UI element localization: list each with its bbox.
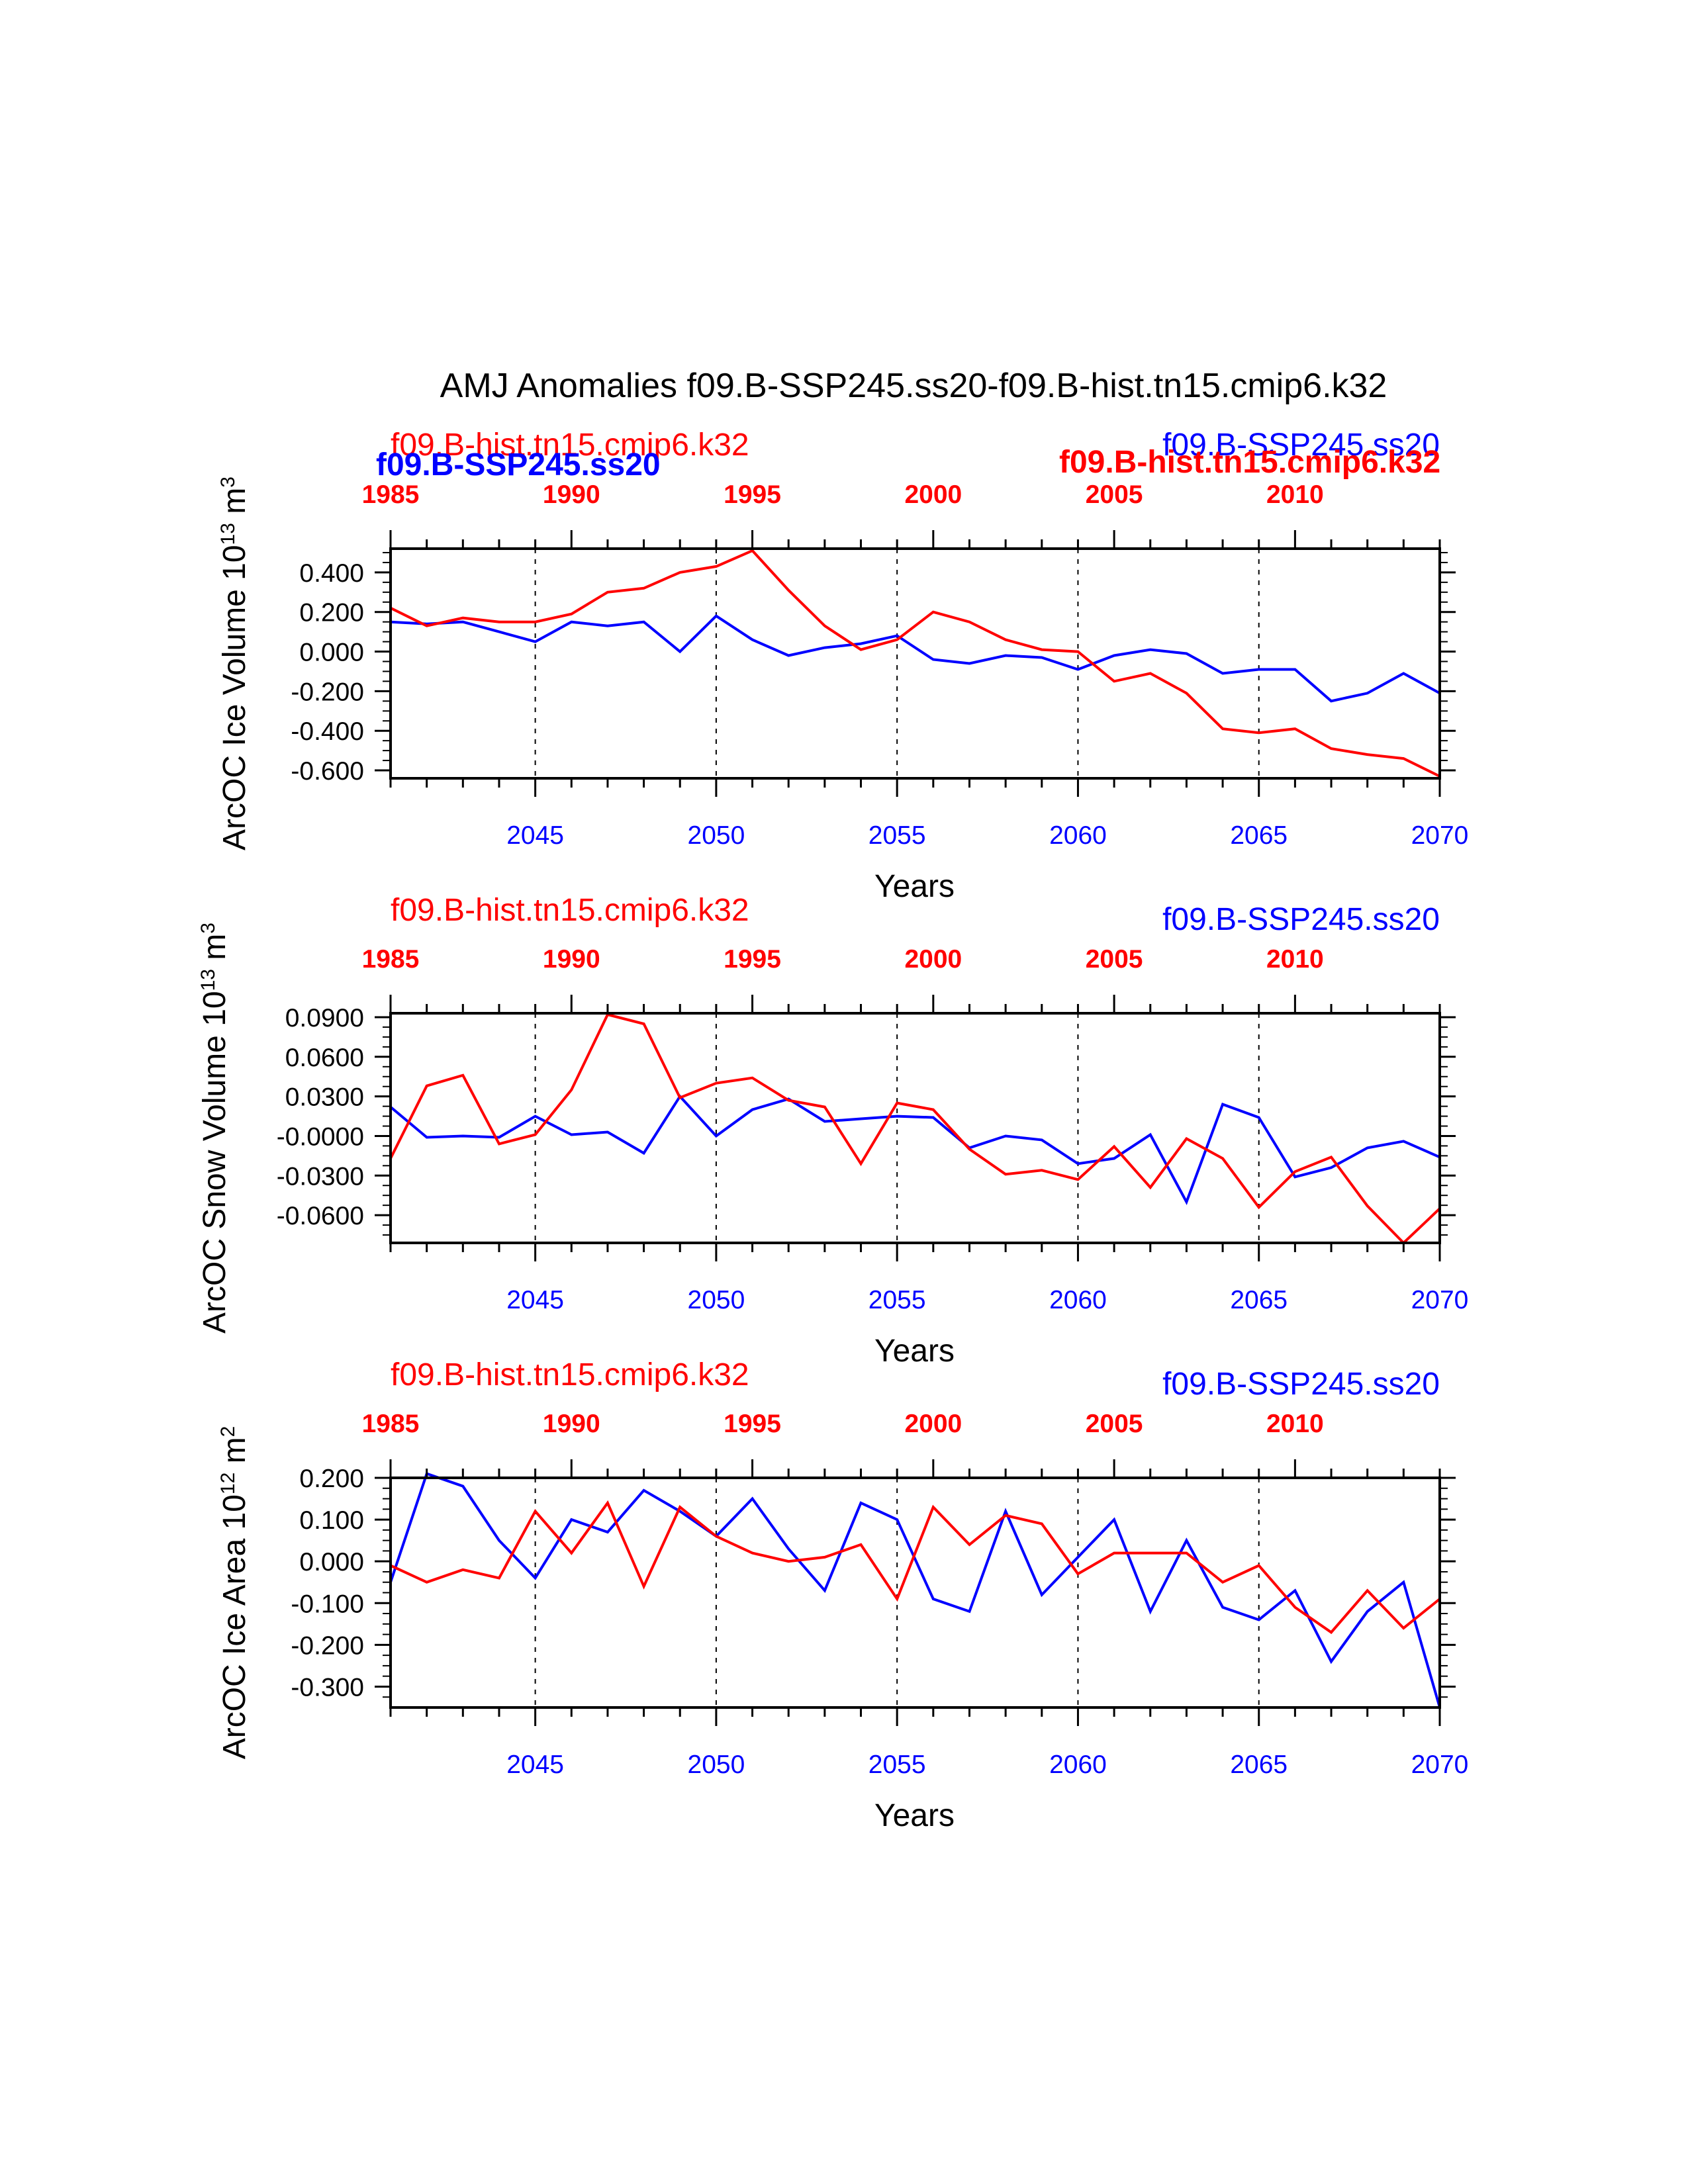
- bottom-tick-label: 2050: [688, 1751, 745, 1779]
- y-tick-label: 0.0600: [285, 1044, 364, 1072]
- bottom-tick-label: 2060: [1049, 821, 1107, 850]
- y-tick-label: 0.000: [299, 639, 364, 667]
- bottom-tick-label: 2065: [1230, 1286, 1288, 1314]
- bottom-tick-label: 2070: [1411, 1286, 1469, 1314]
- top-tick-label: 1995: [724, 480, 781, 509]
- bottom-tick-label: 2045: [506, 1286, 564, 1314]
- y-tick-label: -0.300: [291, 1673, 364, 1702]
- y-tick-label: -0.200: [291, 678, 364, 706]
- chart-panel-1: 0.400 0.200 0.000 -0.200 -0.400 -0.600 2045 205…: [217, 428, 1469, 904]
- y-tick-label: -0.600: [291, 757, 364, 786]
- bottom-tick-label: 2045: [506, 1751, 564, 1779]
- top-tick-label: 2000: [904, 1410, 962, 1438]
- y-tick-label: 0.0900: [285, 1004, 364, 1032]
- x-axis-label: Years: [874, 869, 955, 904]
- x-axis-label: Years: [874, 1798, 955, 1833]
- y-axis-label: ArcOC Snow Volume 1013 m3: [197, 923, 233, 1334]
- top-tick-label: 1985: [362, 1410, 420, 1438]
- top-tick-label: 1985: [362, 480, 420, 509]
- y-tick-label: 0.0300: [285, 1083, 364, 1112]
- top-tick-label: 1985: [362, 945, 420, 974]
- top-tick-label: 2000: [904, 945, 962, 974]
- bottom-tick-label: 2055: [868, 821, 926, 850]
- bottom-tick-label: 2050: [688, 1286, 745, 1314]
- top-tick-label: 2005: [1086, 945, 1143, 974]
- bottom-tick-label: 2055: [868, 1286, 926, 1314]
- chart-panel-3: 0.200 0.100 0.000 -0.100 -0.200 -0.300 2045 205…: [217, 1357, 1469, 1833]
- y-tick-label: 0.200: [299, 599, 364, 627]
- ssp-series-label: f09.B-SSP245.ss20: [1162, 902, 1440, 937]
- ssp-series-line: [389, 1094, 1440, 1206]
- top-tick-label: 1995: [724, 945, 781, 974]
- hist-series-line: [389, 1013, 1441, 1245]
- top-tick-label: 2000: [904, 480, 962, 509]
- y-tick-label: 0.100: [299, 1506, 364, 1535]
- y-tick-label: -0.0600: [277, 1202, 364, 1230]
- hist-series-line: [390, 549, 1440, 778]
- figure-title: AMJ Anomalies f09.B-SSP245.ss20-f09.B-hi…: [440, 367, 1387, 405]
- hist-series-label-bold: f09.B-hist.tn15.cmip6.k32: [1059, 445, 1440, 480]
- y-tick-label: -0.0000: [277, 1122, 364, 1151]
- y-axis-label: ArcOC Ice Area 1012 m2: [217, 1426, 253, 1760]
- ssp-series-line: [390, 614, 1440, 703]
- x-axis-label: Years: [874, 1334, 955, 1369]
- bottom-tick-label: 2050: [688, 821, 745, 850]
- ssp-series-label-bold: f09.B-SSP245.ss20: [376, 447, 661, 482]
- hist-series-line: [390, 1500, 1441, 1635]
- top-tick-label: 1990: [543, 480, 600, 509]
- bottom-tick-label: 2070: [1411, 1751, 1469, 1779]
- chart-panel-2: 0.0900 0.0600 0.0300 -0.0000 -0.0300 -0.0600 2…: [197, 893, 1469, 1369]
- top-tick-label: 1990: [543, 945, 600, 974]
- y-tick-label: -0.0300: [277, 1162, 364, 1191]
- top-tick-label: 2010: [1266, 480, 1324, 509]
- y-tick-label: -0.200: [291, 1631, 364, 1660]
- hist-series-label: f09.B-hist.tn15.cmip6.k32: [391, 893, 749, 928]
- y-axis-label: ArcOC Ice Volume 1013 m3: [217, 477, 253, 850]
- top-tick-label: 2005: [1086, 1410, 1143, 1438]
- top-tick-label: 1995: [724, 1410, 781, 1438]
- bottom-tick-label: 2065: [1230, 1751, 1288, 1779]
- bottom-tick-label: 2070: [1411, 821, 1469, 850]
- hist-series-label: f09.B-hist.tn15.cmip6.k32: [391, 428, 749, 463]
- y-tick-label: 0.400: [299, 559, 364, 588]
- plot-frame: [389, 547, 1441, 780]
- y-tick-label: 0.200: [299, 1465, 364, 1493]
- y-tick-label: -0.400: [291, 717, 364, 746]
- ssp-series-label: f09.B-SSP245.ss20: [1162, 1367, 1440, 1402]
- ssp-series-line: [389, 1472, 1441, 1708]
- y-tick-label: -0.100: [291, 1590, 364, 1618]
- bottom-tick-label: 2060: [1049, 1286, 1107, 1314]
- bottom-tick-label: 2065: [1230, 821, 1288, 850]
- bottom-tick-label: 2055: [868, 1751, 926, 1779]
- plot-frame: [389, 1012, 1441, 1244]
- bottom-tick-label: 2045: [506, 821, 564, 850]
- y-tick-label: 0.000: [299, 1548, 364, 1576]
- top-tick-label: 2005: [1086, 480, 1143, 509]
- top-tick-label: 1990: [543, 1410, 600, 1438]
- hist-series-label: f09.B-hist.tn15.cmip6.k32: [391, 1357, 749, 1392]
- top-tick-label: 2010: [1266, 945, 1324, 974]
- top-tick-label: 2010: [1266, 1410, 1324, 1438]
- bottom-tick-label: 2060: [1049, 1751, 1107, 1779]
- ssp-series-label: f09.B-SSP245.ss20: [1162, 428, 1440, 463]
